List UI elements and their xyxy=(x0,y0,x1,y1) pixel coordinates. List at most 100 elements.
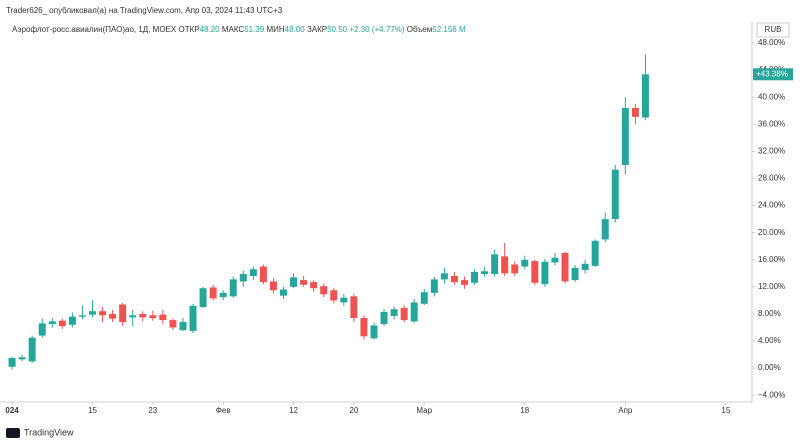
y-tick-label: −4.00% xyxy=(758,390,785,399)
legend: Аэрофлот-росс.авиалин(ПАО)ао, 1Д, MOEX О… xyxy=(12,25,466,34)
candle-body xyxy=(420,292,428,304)
candle-body xyxy=(269,281,277,291)
brand-logo xyxy=(6,428,20,438)
candle-body xyxy=(68,316,76,325)
y-tick-label: 32.00% xyxy=(758,146,785,155)
value: 48.20 xyxy=(199,25,220,34)
candle-body xyxy=(541,261,549,285)
candle-body xyxy=(440,273,448,280)
change: +2.30 (+4.77%) xyxy=(349,25,405,34)
y-tick-label: 48.00% xyxy=(758,38,785,47)
candle-body xyxy=(28,337,36,362)
x-tick-label: Мар xyxy=(416,406,432,415)
y-tick-label: 8.00% xyxy=(758,309,781,318)
candle-body xyxy=(18,357,26,360)
candle-body xyxy=(611,169,619,220)
candle-body xyxy=(390,309,398,316)
candle-body xyxy=(219,292,227,298)
x-tick-label: 15 xyxy=(88,406,97,415)
candle-body xyxy=(591,240,599,266)
label: МИН xyxy=(266,25,285,34)
candle-body xyxy=(259,266,267,283)
value: 51.39 xyxy=(244,25,265,34)
y-tick-label: 20.00% xyxy=(758,228,785,237)
candle-body xyxy=(430,279,438,293)
x-tick-label: 23 xyxy=(148,406,157,415)
candle-body xyxy=(249,269,257,277)
last-price-box xyxy=(753,68,793,81)
currency: RUB xyxy=(765,25,782,34)
x-tick-label: 024 xyxy=(5,406,19,415)
candle-body xyxy=(340,297,348,303)
candle-body xyxy=(280,289,288,296)
x-tick-label: 18 xyxy=(520,406,529,415)
candle-body xyxy=(370,325,378,339)
candle-body xyxy=(320,286,328,295)
candle-body xyxy=(119,304,127,323)
candle-body xyxy=(621,108,629,165)
candle-body xyxy=(561,252,569,282)
candle-body xyxy=(531,261,539,283)
candle-body xyxy=(189,305,197,331)
x-tick-label: Фев xyxy=(216,406,231,415)
candle-body xyxy=(511,264,519,274)
currency-box xyxy=(756,22,790,38)
y-tick-label: 36.00% xyxy=(758,119,785,128)
candle-body xyxy=(501,256,509,274)
candle-body xyxy=(471,271,479,283)
candle-body xyxy=(88,311,96,315)
candle-body xyxy=(209,287,217,299)
candle-body xyxy=(521,259,529,267)
candle-body xyxy=(551,257,559,263)
candle-body xyxy=(300,280,308,285)
value: 50.50 xyxy=(327,25,348,34)
y-tick-label: 4.00% xyxy=(758,336,781,345)
x-tick-label: Апр xyxy=(618,406,633,415)
y-tick-label: 28.00% xyxy=(758,174,785,183)
brand: TradingView xyxy=(24,427,74,437)
credit: Trader626_ опубликовал(а) на TradingView… xyxy=(6,6,283,15)
label: Объем xyxy=(406,25,433,34)
candle-body xyxy=(48,321,56,325)
label: МАКС xyxy=(221,25,245,34)
candle-body xyxy=(38,323,46,336)
candle-body xyxy=(58,320,66,327)
candle-body xyxy=(400,307,408,321)
candle-body xyxy=(450,276,458,283)
symbol: Аэрофлот-росс.авиалин(ПАО)ао, 1Д, MOEX xyxy=(12,25,177,34)
candle-body xyxy=(350,296,358,319)
candle-body xyxy=(8,357,16,367)
x-tick-label: 15 xyxy=(721,406,730,415)
candle-body xyxy=(631,108,639,117)
candle-body xyxy=(601,219,609,240)
x-tick-label: 20 xyxy=(349,406,358,415)
candle-body xyxy=(571,267,579,281)
candle-body xyxy=(460,280,468,285)
candle-body xyxy=(410,302,418,322)
candle-body xyxy=(78,315,86,317)
candle-body xyxy=(330,290,338,301)
label: ОТКР xyxy=(178,25,200,34)
candle-body xyxy=(109,313,117,319)
candle-body xyxy=(179,322,187,331)
candle-body xyxy=(229,279,237,297)
y-tick-label: 16.00% xyxy=(758,255,785,264)
candle-body xyxy=(360,318,368,337)
candle-body xyxy=(99,311,107,316)
y-tick-label: 0.00% xyxy=(758,363,781,372)
candle-body xyxy=(159,314,167,321)
candle-body xyxy=(149,315,157,319)
y-tick-label: 12.00% xyxy=(758,282,785,291)
candle-body xyxy=(239,273,247,282)
candle-body xyxy=(380,311,388,325)
y-tick-label: 40.00% xyxy=(758,92,785,101)
y-tick-label: 24.00% xyxy=(758,201,785,210)
candle-body xyxy=(139,313,147,318)
candle-body xyxy=(129,315,137,318)
candle-body xyxy=(641,74,649,118)
candle-body xyxy=(481,271,489,274)
candle-body xyxy=(290,277,298,287)
value: 48.00 xyxy=(284,25,305,34)
